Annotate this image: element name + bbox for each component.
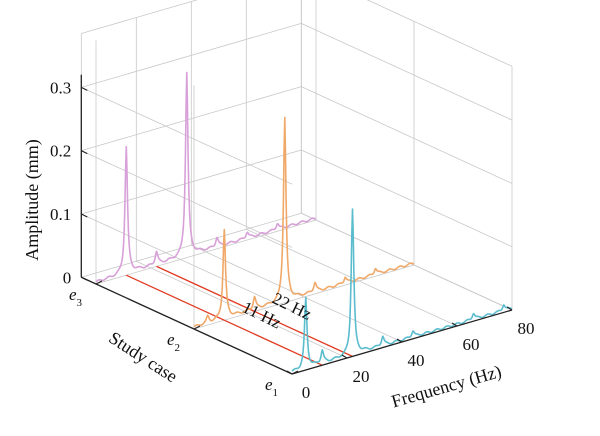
- annotation-lines: [125, 265, 353, 366]
- grid-line: [136, 260, 348, 359]
- series-line-e2: [193, 116, 415, 328]
- grid-line: [301, 22, 513, 121]
- case-tick-mark: [95, 280, 103, 285]
- grid-line: [301, 86, 513, 184]
- grid-line: [81, 150, 293, 248]
- grid-line: [95, 219, 317, 285]
- z-tick-mark: [81, 276, 88, 281]
- x-tick-mark: [451, 322, 458, 327]
- grid-line: [366, 0, 513, 67]
- z-axis-title: Amplitude (mm): [22, 139, 43, 260]
- grid-line: [193, 264, 415, 330]
- z-tick-mark: [81, 150, 88, 155]
- x-tick-label: 40: [408, 351, 425, 370]
- x-tick-label: 80: [518, 319, 535, 338]
- grid-line: [81, 86, 293, 185]
- grid-line: [301, 212, 513, 311]
- case-tick-mark: [193, 325, 201, 330]
- z-tick-label: 0.2: [50, 142, 71, 161]
- axes-group: [80, 74, 513, 375]
- series-group: [95, 71, 513, 372]
- case-tick-mark: [291, 370, 299, 375]
- z-tick-label: 0.3: [50, 78, 71, 97]
- grid-line: [81, 213, 293, 312]
- annotation-line: [125, 274, 323, 366]
- case-tick-label: e1: [265, 375, 278, 399]
- grid-line: [81, 86, 302, 152]
- grid-line: [81, 149, 302, 215]
- series-line-e3: [95, 71, 317, 283]
- x-axis-title: Frequency (Hz): [389, 361, 504, 412]
- annotation-line: [156, 265, 353, 357]
- grid-line: [81, 212, 302, 278]
- series-line-e1: [291, 208, 513, 372]
- x-tick-label: 20: [353, 367, 370, 386]
- case-axis-line: [81, 276, 293, 375]
- z-tick-label: 0.1: [50, 205, 71, 224]
- x-tick-mark: [396, 338, 403, 343]
- grid-line: [301, 149, 513, 248]
- grid-line: [81, 22, 302, 88]
- case-tick-label: e3: [69, 285, 83, 309]
- x-tick-label: 60: [463, 335, 480, 354]
- x-tick-mark: [286, 370, 293, 375]
- x-tick-mark: [341, 354, 348, 359]
- z-tick-mark: [81, 213, 88, 218]
- case-tick-label: e2: [167, 330, 180, 354]
- z-tick-label: 0: [63, 268, 72, 287]
- z-tick-mark: [81, 86, 88, 91]
- x-tick-label: 0: [302, 383, 311, 402]
- grid-line: [81, 0, 199, 34]
- x-tick-mark: [506, 306, 513, 311]
